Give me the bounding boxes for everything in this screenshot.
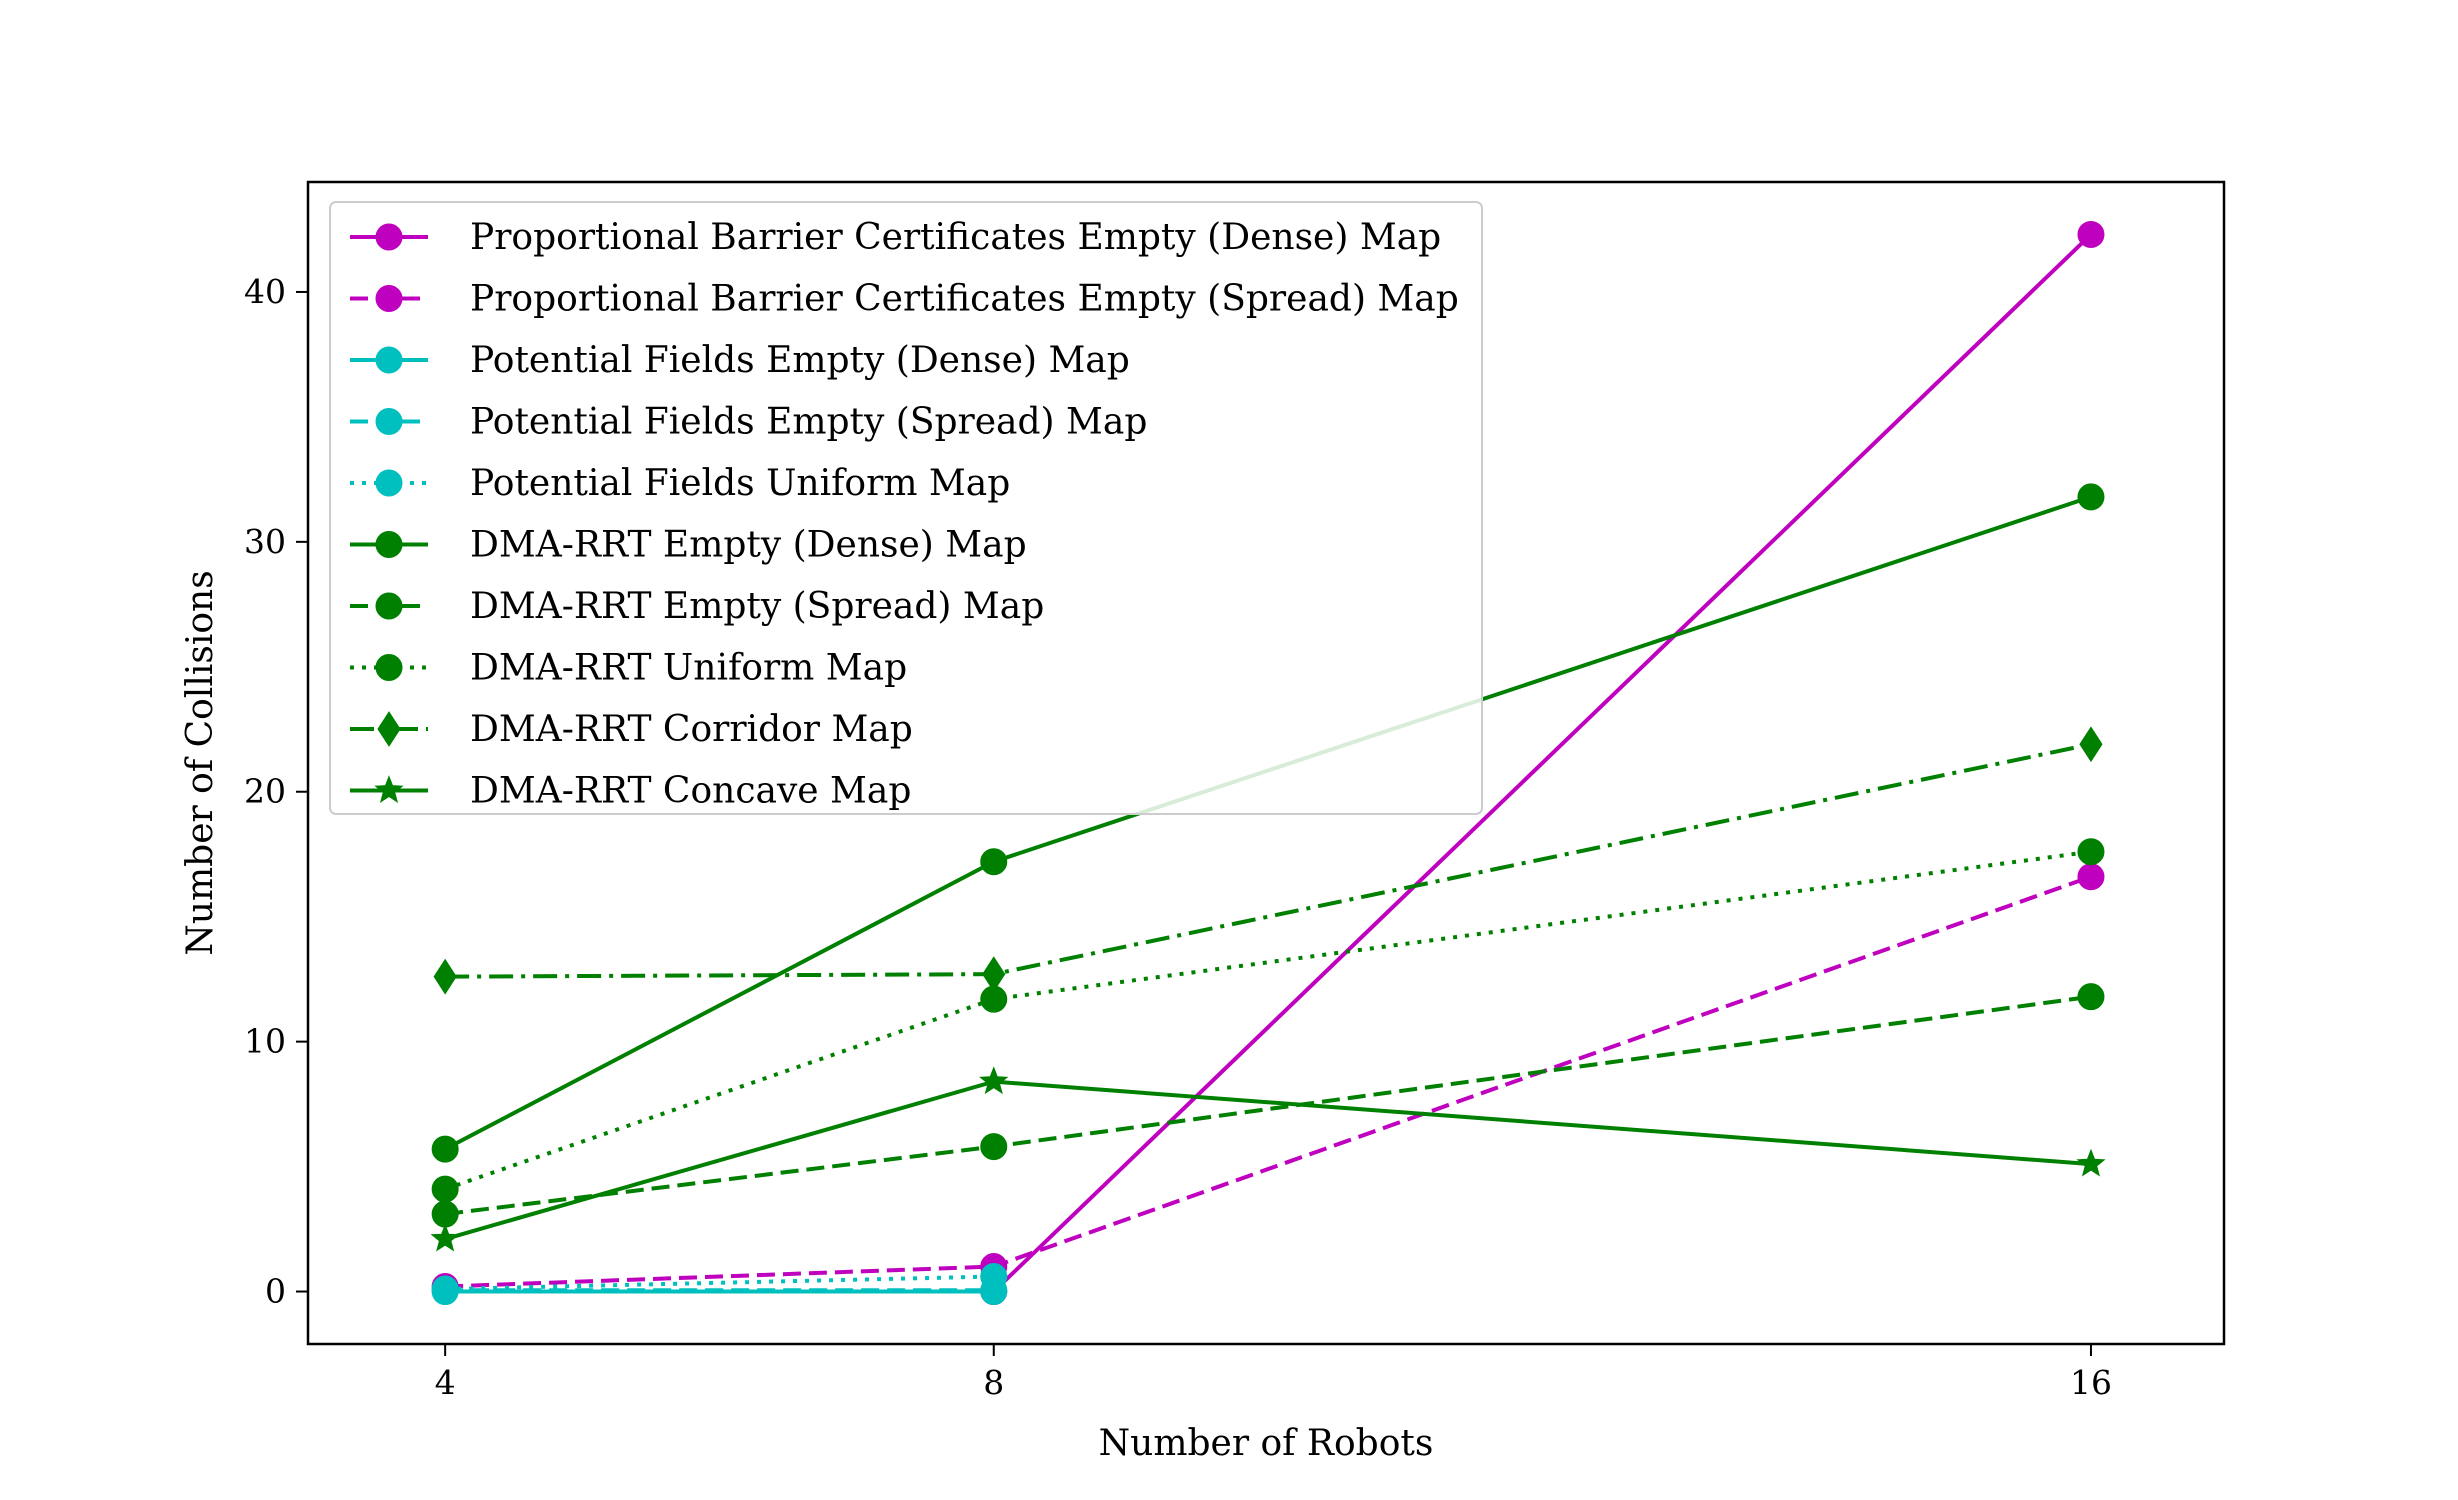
data-point <box>980 1133 1008 1161</box>
data-point <box>430 1223 460 1252</box>
data-point <box>980 848 1008 876</box>
data-point <box>982 956 1006 993</box>
series-line-4 <box>445 1274 994 1292</box>
legend-marker <box>375 469 403 497</box>
legend-entry-label: DMA-RRT Concave Map <box>470 771 911 812</box>
data-point <box>979 1066 1009 1095</box>
y-tick-label: 30 <box>244 522 286 561</box>
series-markers <box>430 220 2106 1306</box>
data-point <box>2077 483 2105 511</box>
series-line-0 <box>992 233 2093 1293</box>
legend-marker <box>375 285 403 312</box>
legend-entry-label: DMA-RRT Empty (Dense) Map <box>470 525 1027 566</box>
y-axis-label: Number of Collisions <box>180 570 221 955</box>
data-point <box>431 1200 459 1228</box>
data-point <box>431 1135 459 1163</box>
legend-entry-label: DMA-RRT Corridor Map <box>470 709 913 750</box>
y-tick-label: 40 <box>244 272 286 311</box>
data-point <box>2076 1148 2106 1177</box>
data-point <box>431 1275 459 1303</box>
legend-marker <box>374 775 404 803</box>
legend-box <box>329 201 1483 815</box>
legend-entry-label: Potential Fields Empty (Dense) Map <box>470 340 1130 381</box>
x-axis-label: Number of Robots <box>1099 1423 1434 1464</box>
legend-entry-label: Proportional Barrier Certificates Empty … <box>470 217 1441 258</box>
legend-entry-label: DMA-RRT Empty (Spread) Map <box>470 586 1044 627</box>
x-tick-label: 16 <box>2070 1363 2112 1402</box>
y-tick-label: 20 <box>244 772 286 811</box>
legend-marker <box>377 711 401 747</box>
data-point <box>2077 983 2105 1011</box>
legend-marker <box>375 223 403 251</box>
data-point <box>2079 726 2103 763</box>
legend: Proportional Barrier Certificates Empty … <box>329 201 1483 815</box>
legend-entry-label: DMA-RRT Uniform Map <box>470 648 907 689</box>
data-point <box>433 958 457 995</box>
legend-marker <box>375 346 403 374</box>
data-point <box>2077 220 2105 248</box>
plot-area-frame <box>306 180 2226 1346</box>
data-point <box>2077 838 2105 866</box>
y-tick-label: 0 <box>265 1272 286 1311</box>
axes: 4 8 16 0 10 20 30 40 <box>244 272 2112 1402</box>
data-point <box>431 1175 459 1203</box>
x-tick-label: 8 <box>983 1363 1004 1402</box>
legend-entry-label: Potential Fields Empty (Spread) Map <box>470 402 1147 443</box>
legend-marker <box>375 531 403 558</box>
series-line-7 <box>444 849 2092 1191</box>
legend-marker <box>375 592 403 620</box>
data-point <box>2077 863 2105 891</box>
y-tick-label: 10 <box>244 1022 286 1061</box>
x-tick-label: 4 <box>435 1363 456 1402</box>
legend-entry-label: Proportional Barrier Certificates Empty … <box>470 279 1459 320</box>
legend-entry-label: Potential Fields Uniform Map <box>470 463 1010 504</box>
legend-marker <box>375 654 403 681</box>
data-point <box>980 1263 1008 1291</box>
legend-marker <box>375 408 403 435</box>
